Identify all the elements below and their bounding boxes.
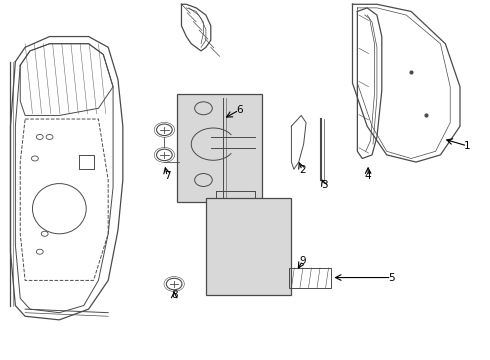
Text: 7: 7 xyxy=(164,171,171,181)
Text: 4: 4 xyxy=(365,171,371,181)
Text: 1: 1 xyxy=(464,141,470,151)
Bar xyxy=(289,268,331,288)
Text: 8: 8 xyxy=(171,291,177,301)
Text: 9: 9 xyxy=(299,256,306,266)
Text: 3: 3 xyxy=(321,180,327,190)
Bar xyxy=(176,94,262,202)
Text: 2: 2 xyxy=(299,165,305,175)
Text: 6: 6 xyxy=(236,105,243,115)
Text: 5: 5 xyxy=(388,273,395,283)
Bar xyxy=(206,198,292,295)
